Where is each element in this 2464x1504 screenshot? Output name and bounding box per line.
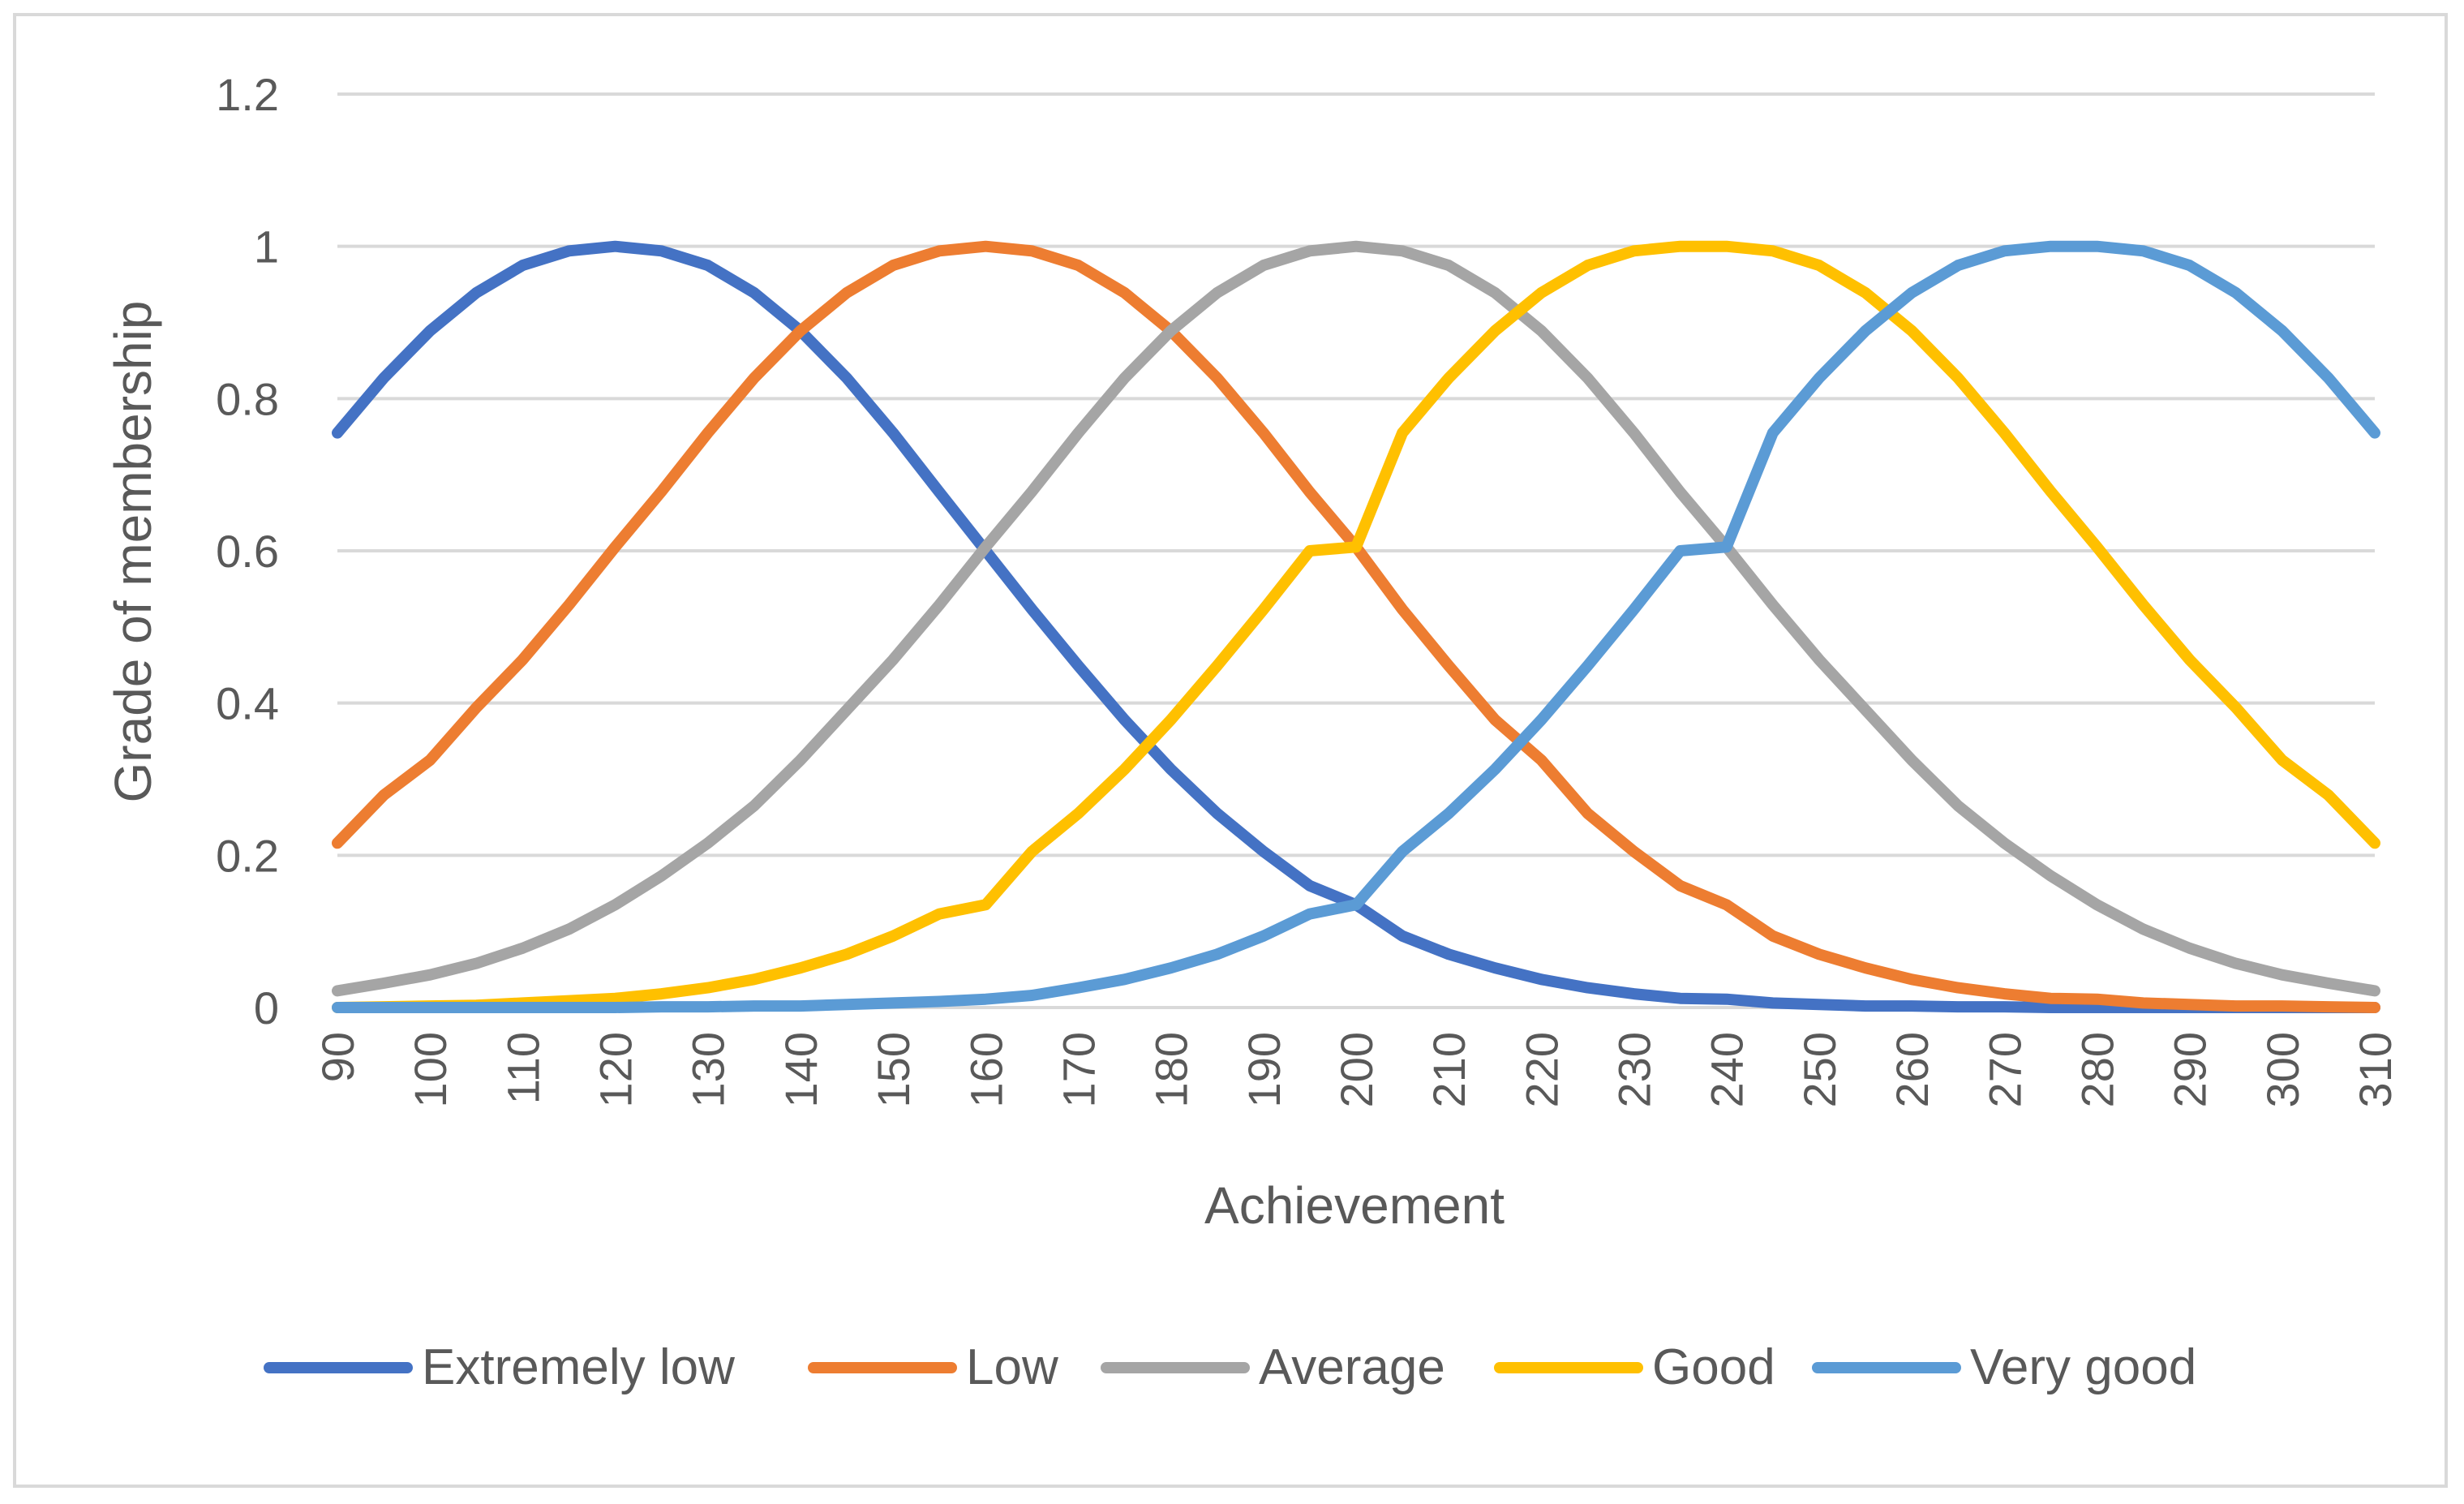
legend-label: Good xyxy=(1652,1339,1775,1395)
x-axis-tick-labels: 90 100 110 120 130 140 150 160 170 180 190 200 210 22… xyxy=(312,1032,2401,1107)
x-tick-label: 150 xyxy=(868,1032,919,1107)
x-tick-label: 310 xyxy=(2350,1032,2401,1107)
legend-item-very-good: Very good xyxy=(1812,1339,2196,1395)
y-tick-label: 0.4 xyxy=(216,678,279,729)
y-axis-tick-labels: 0 0.2 0.4 0.6 0.8 1 1.2 xyxy=(216,69,279,1033)
x-tick-label: 290 xyxy=(2165,1032,2216,1107)
legend-label: Average xyxy=(1259,1339,1445,1395)
x-axis-title: Achievement xyxy=(1204,1176,1505,1235)
legend: Extremely low Low Average Good Very good xyxy=(264,1339,2196,1395)
y-tick-label: 0 xyxy=(254,982,279,1033)
chart-frame xyxy=(13,13,2448,1488)
legend-label: Extremely low xyxy=(422,1339,735,1395)
x-tick-label: 250 xyxy=(1794,1032,1845,1107)
x-tick-label: 220 xyxy=(1516,1032,1567,1107)
x-tick-label: 260 xyxy=(1887,1032,1938,1107)
legend-label: Low xyxy=(966,1339,1058,1395)
x-tick-label: 280 xyxy=(2071,1032,2123,1107)
legend-label: Very good xyxy=(1970,1339,2196,1395)
y-tick-label: 0.8 xyxy=(216,373,279,424)
x-tick-label: 100 xyxy=(405,1032,456,1107)
x-tick-label: 190 xyxy=(1238,1032,1290,1107)
x-tick-label: 160 xyxy=(960,1032,1011,1107)
series-lines xyxy=(332,240,2380,1013)
legend-item-extremely-low: Extremely low xyxy=(264,1339,735,1395)
x-tick-label: 120 xyxy=(590,1032,642,1107)
legend-item-average: Average xyxy=(1101,1339,1445,1395)
y-axis-title: Grade of membership xyxy=(104,301,162,803)
x-tick-label: 210 xyxy=(1423,1032,1475,1107)
series-line-very-good xyxy=(332,240,2380,1013)
series-line-good xyxy=(332,240,2380,1013)
x-tick-label: 300 xyxy=(2257,1032,2308,1107)
x-tick-label: 240 xyxy=(1702,1032,1753,1107)
x-tick-label: 90 xyxy=(312,1032,363,1082)
legend-item-low: Low xyxy=(808,1339,1058,1395)
legend-item-good: Good xyxy=(1494,1339,1775,1395)
x-tick-label: 110 xyxy=(497,1032,548,1104)
x-tick-label: 200 xyxy=(1331,1032,1382,1107)
x-tick-label: 170 xyxy=(1053,1032,1104,1107)
series-line-average xyxy=(332,240,2380,997)
y-tick-label: 1.2 xyxy=(216,69,279,120)
x-tick-label: 180 xyxy=(1146,1032,1197,1107)
y-tick-label: 0.6 xyxy=(216,526,279,577)
y-tick-label: 0.2 xyxy=(216,830,279,881)
x-tick-label: 230 xyxy=(1609,1032,1660,1107)
y-tick-label: 1 xyxy=(254,221,279,273)
x-tick-label: 270 xyxy=(1979,1032,2030,1107)
x-tick-label: 140 xyxy=(775,1032,826,1107)
x-tick-label: 130 xyxy=(683,1032,734,1107)
